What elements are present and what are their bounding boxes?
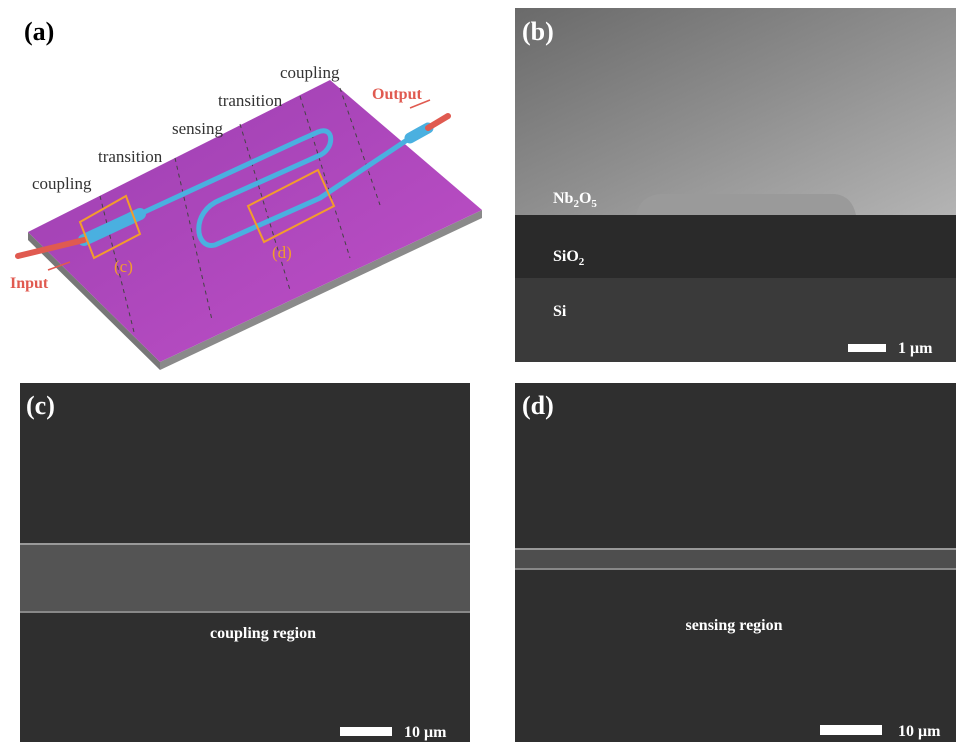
region-label: coupling bbox=[32, 174, 92, 193]
waveguide bbox=[515, 548, 956, 570]
output-label: Output bbox=[372, 86, 422, 103]
si-layer bbox=[515, 278, 956, 362]
panel-b: (b) Nb2O5 SiO2 Si 1 μm bbox=[515, 8, 956, 362]
scale-bar bbox=[848, 344, 886, 352]
caption: coupling region bbox=[210, 625, 316, 642]
region-label: sensing bbox=[172, 119, 224, 138]
figure: (a) coupling transition sensing transiti… bbox=[0, 0, 956, 742]
sio2-layer bbox=[515, 215, 956, 278]
panel-label: (b) bbox=[522, 17, 554, 46]
scale-bar bbox=[820, 725, 882, 735]
caption: sensing region bbox=[685, 617, 782, 634]
sem-background bbox=[515, 8, 956, 215]
scale-label: 10 μm bbox=[898, 723, 941, 740]
region-label: coupling bbox=[280, 63, 340, 82]
box-label: (c) bbox=[114, 257, 133, 276]
region-label: transition bbox=[98, 147, 163, 166]
output-fiber bbox=[428, 116, 448, 128]
waveguide bbox=[20, 543, 470, 613]
panel-c: (c) coupling region 10 μm bbox=[20, 383, 470, 742]
layer-label: Si bbox=[553, 303, 567, 320]
scale-label: 1 μm bbox=[898, 340, 933, 357]
panel-label: (a) bbox=[24, 17, 54, 46]
ridge bbox=[636, 194, 856, 215]
scale-bar bbox=[340, 727, 392, 736]
input-label: Input bbox=[10, 275, 49, 292]
panel-a: (a) coupling transition sensing transiti… bbox=[10, 17, 482, 370]
panel-label: (c) bbox=[26, 391, 55, 420]
box-label: (d) bbox=[272, 243, 292, 262]
panel-label: (d) bbox=[522, 391, 554, 420]
region-label: transition bbox=[218, 91, 283, 110]
panel-d: (d) sensing region 10 μm bbox=[515, 383, 956, 742]
scale-label: 10 μm bbox=[404, 724, 447, 741]
